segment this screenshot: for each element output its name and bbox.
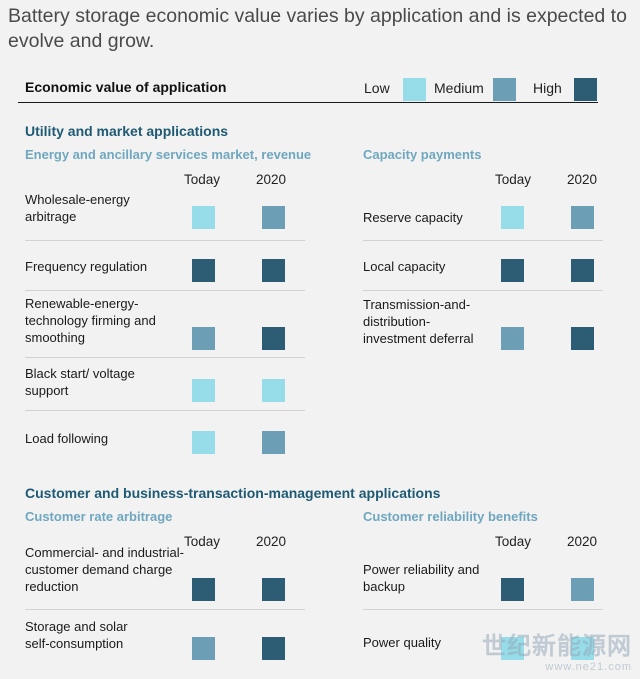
- row-label: Storage and solar self-consumption: [25, 619, 128, 651]
- col-head-today: Today: [495, 534, 532, 549]
- col-head-today: Today: [495, 172, 532, 187]
- subheading-energy-ancillary: Energy and ancillary services market, re…: [25, 147, 312, 162]
- col-head-2020: 2020: [567, 172, 598, 187]
- value-cell-medium: [501, 327, 524, 350]
- col-head-2020: 2020: [256, 534, 287, 549]
- value-cell-medium: [571, 578, 594, 601]
- value-cell-low: [262, 379, 285, 402]
- row-label: Commercial- and industrial-customer dema…: [25, 545, 184, 594]
- value-cell-medium: [192, 637, 215, 660]
- watermark-url: www.ne21.com: [545, 661, 632, 673]
- row-label: Frequency regulation: [25, 259, 148, 274]
- value-cell-high: [571, 259, 594, 282]
- value-cell-low: [571, 637, 594, 660]
- subheading-customer-rate-arbitrage: Customer rate arbitrage: [25, 509, 173, 524]
- row-divider: [25, 290, 305, 291]
- row-label: Power quality: [363, 635, 442, 650]
- row-label: Transmission-and-distribution-investment…: [363, 297, 474, 346]
- row-divider: [363, 609, 603, 610]
- legend-label-medium: Medium: [434, 80, 484, 96]
- value-cell-high: [192, 259, 215, 282]
- value-cell-high: [262, 327, 285, 350]
- row-label: Load following: [25, 431, 109, 446]
- section-heading-utility: Utility and market applications: [25, 123, 229, 139]
- value-cell-low: [192, 379, 215, 402]
- value-cell-low: [501, 206, 524, 229]
- col-head-today: Today: [184, 534, 221, 549]
- row-divider: [25, 410, 305, 411]
- row-label: Wholesale-energy arbitrage: [25, 192, 130, 224]
- legend-swatch-medium: [493, 78, 516, 101]
- subheading-capacity-payments: Capacity payments: [363, 147, 482, 162]
- page-title: Battery storage economic value varies by…: [8, 5, 627, 52]
- col-head-2020: 2020: [567, 534, 598, 549]
- value-cell-low: [501, 637, 524, 660]
- value-cell-high: [501, 259, 524, 282]
- subheading-customer-reliability: Customer reliability benefits: [363, 509, 538, 524]
- value-cell-medium: [262, 206, 285, 229]
- value-cell-high: [192, 578, 215, 601]
- legend-row: Economic value of application Low Medium…: [18, 76, 598, 103]
- col-head-today: Today: [184, 172, 221, 187]
- legend-swatch-high: [574, 78, 597, 101]
- legend-label-high: High: [533, 80, 562, 96]
- value-cell-high: [571, 327, 594, 350]
- value-cell-high: [262, 637, 285, 660]
- row-label: Local capacity: [363, 259, 446, 274]
- row-label: Renewable-energy-technology firming and …: [25, 296, 156, 345]
- value-cell-medium: [262, 431, 285, 454]
- row-label: Reserve capacity: [363, 210, 463, 225]
- value-cell-medium: [571, 206, 594, 229]
- row-divider: [25, 609, 305, 610]
- value-cell-low: [192, 431, 215, 454]
- row-divider: [25, 240, 305, 241]
- legend-label-low: Low: [364, 80, 390, 96]
- row-label: Black start/ voltage support: [25, 366, 135, 398]
- value-cell-medium: [192, 327, 215, 350]
- legend-swatch-low: [403, 78, 426, 101]
- watermark-text: 世纪新能源网: [482, 633, 632, 660]
- row-divider: [25, 357, 305, 358]
- row-divider: [363, 290, 603, 291]
- watermark: 世纪新能源网 www.ne21.com: [482, 626, 632, 673]
- col-head-2020: 2020: [256, 172, 287, 187]
- value-cell-high: [262, 259, 285, 282]
- row-divider: [363, 240, 603, 241]
- value-cell-high: [501, 578, 524, 601]
- row-label: Power reliability and backup: [363, 562, 480, 594]
- legend-title: Economic value of application: [25, 79, 227, 95]
- value-cell-low: [192, 206, 215, 229]
- value-cell-high: [262, 578, 285, 601]
- section-heading-customer: Customer and business-transaction-manage…: [25, 485, 441, 501]
